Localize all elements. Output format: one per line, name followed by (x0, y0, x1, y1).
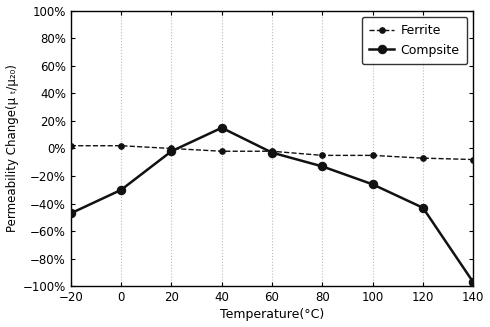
Legend: Ferrite, Compsite: Ferrite, Compsite (362, 17, 467, 64)
Ferrite (269, 149, 275, 153)
Ferrite (470, 158, 476, 162)
Compsite (319, 164, 325, 168)
Ferrite (68, 144, 74, 148)
Compsite (269, 151, 275, 155)
Line: Ferrite: Ferrite (68, 143, 476, 162)
Ferrite (370, 153, 376, 157)
Compsite (169, 149, 174, 153)
Compsite (370, 182, 376, 186)
Ferrite (319, 153, 325, 157)
Compsite (118, 188, 124, 192)
Compsite (219, 126, 225, 130)
Ferrite (219, 149, 225, 153)
X-axis label: Temperature(°C): Temperature(°C) (220, 308, 324, 321)
Ferrite (169, 146, 174, 150)
Compsite (68, 211, 74, 215)
Compsite (470, 280, 476, 284)
Line: Compsite: Compsite (67, 124, 477, 286)
Ferrite (118, 144, 124, 148)
Y-axis label: Permeability Change(μ ₜ/μ₂₀): Permeability Change(μ ₜ/μ₂₀) (5, 64, 19, 232)
Ferrite (420, 156, 426, 160)
Compsite (420, 206, 426, 210)
